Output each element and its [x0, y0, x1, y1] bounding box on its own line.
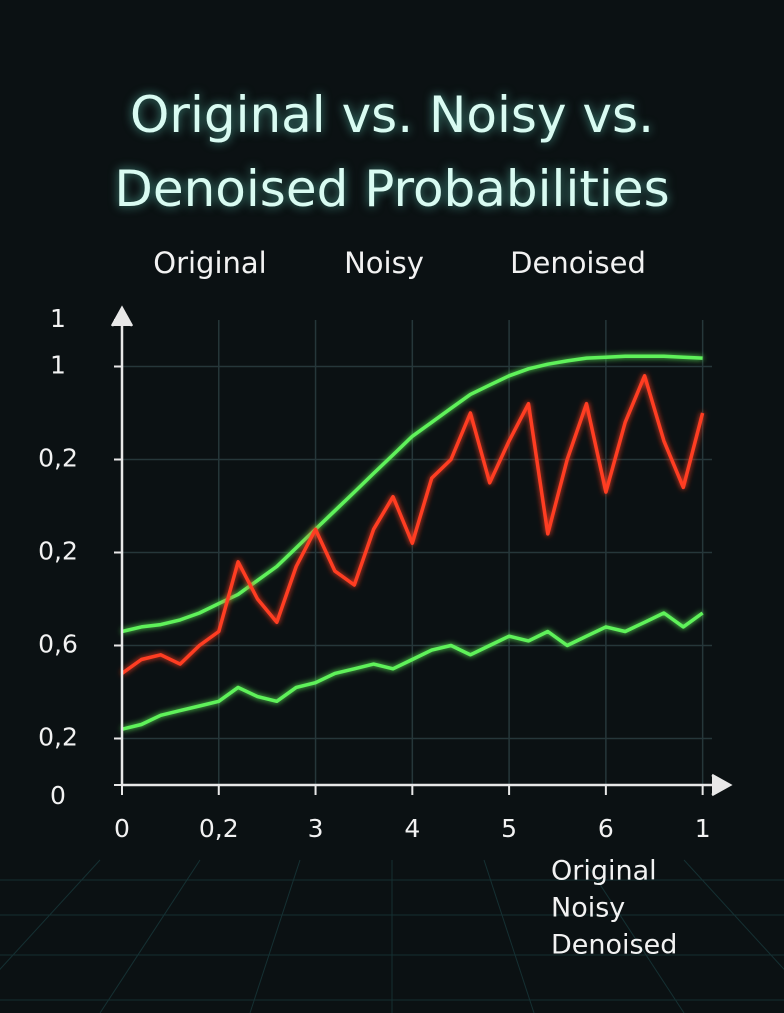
y-tick-label: 0,2: [38, 444, 78, 473]
legend-label: Noisy: [551, 893, 625, 924]
background-floor-grid: [0, 859, 784, 1013]
series-line: [121, 354, 703, 634]
legend-label: Denoised: [510, 246, 646, 280]
legend-label: Original: [153, 246, 266, 280]
x-tick-label: 0: [114, 814, 130, 843]
y-tick-label: 0: [50, 781, 66, 810]
y-tick-label: 0,2: [38, 537, 78, 566]
x-tick-label: 3: [308, 814, 324, 843]
x-tick-label: 1: [695, 814, 711, 843]
y-tick-label: 1: [50, 304, 66, 333]
legend-label: Noisy: [344, 246, 424, 280]
x-tick-label: 6: [598, 814, 614, 843]
legend-label: Denoised: [551, 930, 677, 961]
y-tick-label: 1: [50, 351, 66, 380]
x-tick-label: 4: [404, 814, 420, 843]
legend-label: Original: [551, 856, 657, 887]
chart-title: Original vs. Noisy vs. Denoised Probabil…: [114, 86, 670, 218]
series-line: [120, 374, 705, 675]
x-tick-label: 5: [501, 814, 517, 843]
series-line: [121, 611, 704, 731]
x-tick-label: 0,2: [199, 814, 239, 843]
y-tick-label: 0,6: [38, 630, 78, 659]
plot-area: [120, 320, 712, 785]
y-tick-label: 0,2: [38, 723, 78, 752]
axes: [110, 305, 733, 797]
